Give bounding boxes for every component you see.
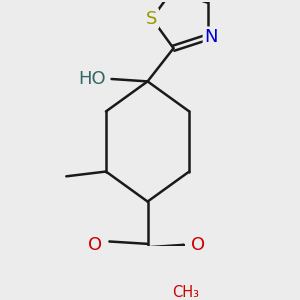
- Text: CH₃: CH₃: [172, 285, 200, 300]
- Text: O: O: [191, 236, 205, 254]
- Text: O: O: [88, 236, 102, 254]
- Text: HO: HO: [79, 70, 106, 88]
- Text: N: N: [204, 28, 218, 46]
- Text: S: S: [146, 10, 158, 28]
